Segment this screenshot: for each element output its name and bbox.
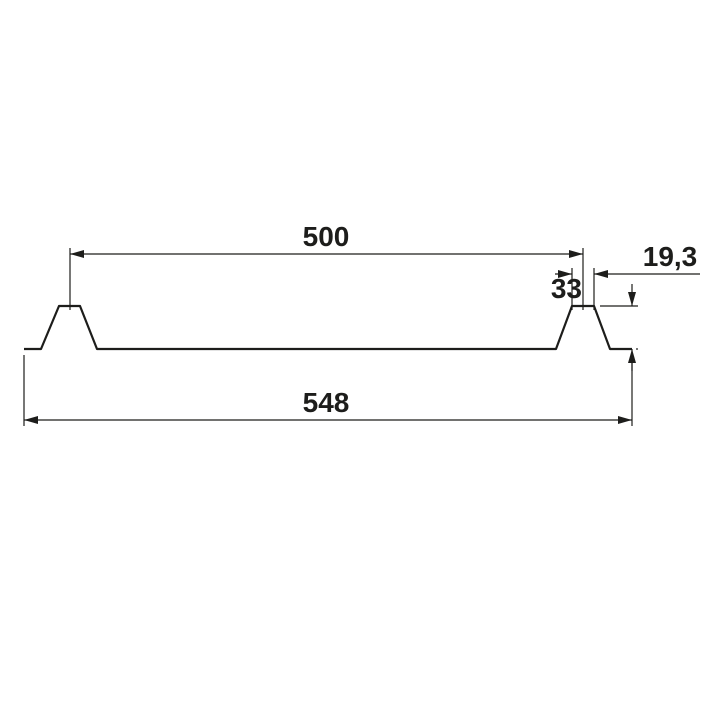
label-19-3: 19,3 [643,241,698,272]
dim-top-500 [70,248,583,310]
label-500: 500 [303,221,350,252]
profile-path [24,306,632,349]
label-548: 548 [303,387,350,418]
label-33: 33 [551,273,582,304]
